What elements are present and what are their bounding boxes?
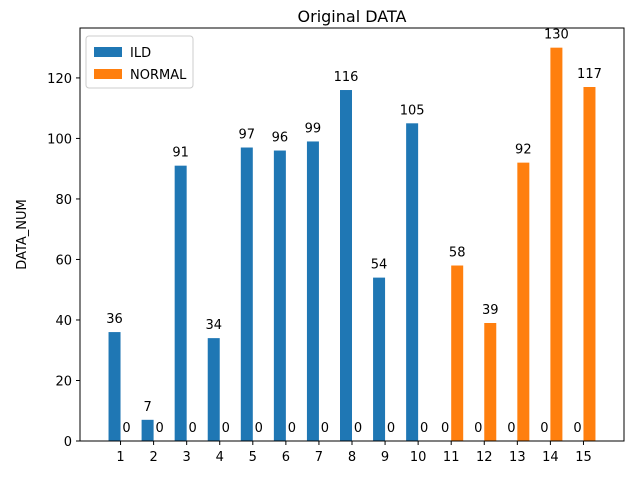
y-tick-label-40: 40: [55, 314, 72, 329]
x-tick-label-15: 15: [575, 450, 592, 465]
data-label-normal-11: 58: [449, 246, 466, 261]
data-label-ild-14: 0: [540, 421, 548, 436]
bar-ild-3: [174, 165, 187, 441]
x-tick-label-1: 1: [116, 450, 124, 465]
legend: ILD NORMAL: [85, 35, 194, 89]
data-label-normal-8: 0: [354, 421, 362, 436]
data-label-ild-7: 99: [305, 121, 322, 136]
data-label-normal-10: 0: [420, 421, 428, 436]
x-tick-label-3: 3: [183, 450, 191, 465]
data-label-ild-10: 105: [400, 103, 425, 118]
data-label-normal-4: 0: [222, 421, 230, 436]
x-tick-label-6: 6: [282, 450, 290, 465]
data-label-ild-2: 7: [143, 400, 151, 415]
bar-ild-7: [306, 141, 319, 441]
bar-ild-1: [108, 332, 121, 441]
x-tick-label-9: 9: [381, 450, 389, 465]
data-label-normal-13: 92: [515, 143, 532, 158]
y-tick-label-120: 120: [47, 72, 72, 87]
x-tick-label-5: 5: [249, 450, 257, 465]
data-label-normal-1: 0: [122, 421, 130, 436]
data-label-ild-4: 34: [205, 318, 222, 333]
legend-label-normal: NORMAL: [130, 68, 187, 83]
data-label-normal-6: 0: [288, 421, 296, 436]
data-label-normal-3: 0: [189, 421, 197, 436]
data-label-normal-14: 130: [544, 28, 569, 43]
data-label-normal-9: 0: [387, 421, 395, 436]
bar-normal-11: [451, 265, 464, 441]
data-label-ild-6: 96: [272, 131, 289, 146]
bar-normal-12: [484, 323, 497, 441]
data-label-normal-12: 39: [482, 303, 499, 318]
x-tick-label-12: 12: [476, 450, 493, 465]
x-tick-label-4: 4: [216, 450, 224, 465]
data-label-normal-5: 0: [255, 421, 263, 436]
x-tick-label-14: 14: [542, 450, 559, 465]
x-tick-label-13: 13: [509, 450, 526, 465]
y-tick-label-60: 60: [55, 253, 72, 268]
data-label-ild-15: 0: [573, 421, 581, 436]
bars-layer: [108, 47, 596, 442]
data-label-normal-15: 117: [577, 67, 602, 82]
data-label-ild-8: 116: [334, 70, 359, 85]
data-label-ild-12: 0: [474, 421, 482, 436]
y-tick-label-0: 0: [64, 435, 72, 450]
bar-ild-4: [207, 338, 220, 441]
bar-ild-6: [273, 150, 286, 442]
legend-label-ild: ILD: [130, 46, 151, 61]
bar-normal-13: [517, 162, 530, 441]
legend-swatch-normal: [94, 69, 122, 79]
bar-ild-5: [240, 147, 253, 441]
x-tick-label-11: 11: [443, 450, 460, 465]
data-label-normal-2: 0: [155, 421, 163, 436]
legend-swatch-ild: [94, 47, 122, 57]
x-tick-label-10: 10: [410, 450, 427, 465]
bar-ild-8: [340, 90, 352, 442]
x-tick-label-8: 8: [348, 450, 356, 465]
x-tick-label-7: 7: [315, 450, 323, 465]
y-axis-title: DATA_NUM: [15, 199, 30, 269]
bar-ild-9: [373, 277, 386, 441]
bar-normal-15: [583, 87, 596, 441]
data-label-normal-7: 0: [321, 421, 329, 436]
y-tick-label-20: 20: [55, 374, 72, 389]
bar-normal-14: [550, 47, 563, 442]
bar-ild-2: [141, 419, 154, 441]
bar-ild-10: [406, 123, 419, 442]
data-label-ild-13: 0: [507, 421, 515, 436]
data-label-ild-1: 36: [106, 312, 123, 327]
y-tick-label-80: 80: [55, 193, 72, 208]
x-tick-label-2: 2: [149, 450, 157, 465]
data-label-ild-11: 0: [441, 421, 449, 436]
data-label-ild-5: 97: [239, 128, 256, 143]
chart-title: Original DATA: [298, 7, 407, 26]
data-label-ild-3: 91: [172, 146, 189, 161]
y-tick-label-100: 100: [47, 132, 72, 147]
data-label-ild-9: 54: [371, 258, 388, 273]
